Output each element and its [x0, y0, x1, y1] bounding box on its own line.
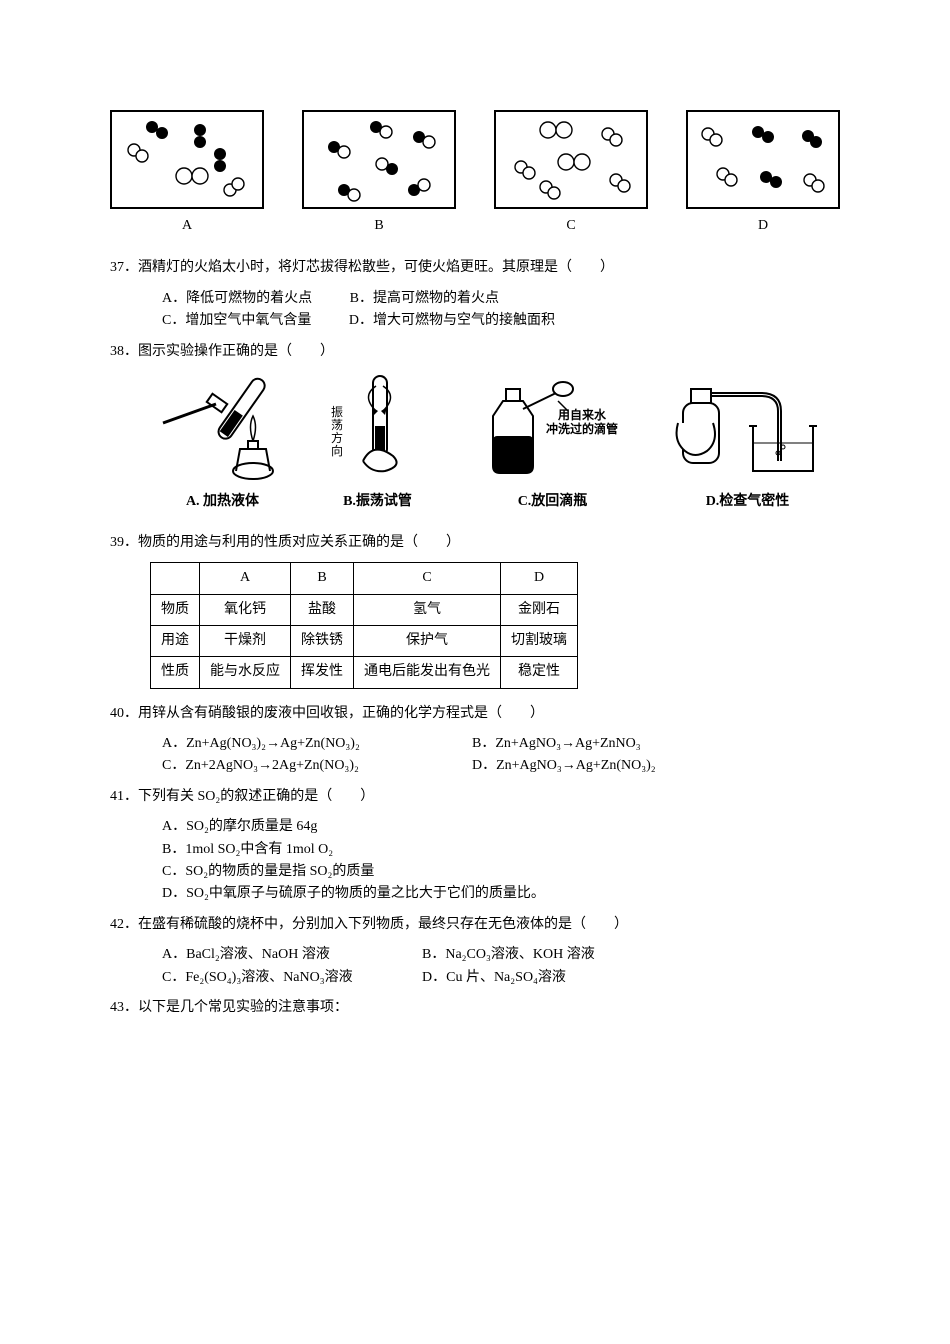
q37-opts-cd: C．增加空气中氧气含量 D．增大可燃物与空气的接触面积 — [162, 310, 840, 332]
q38-label-a: A. 加热液体 — [158, 491, 288, 513]
diagram-label-a: A — [110, 215, 264, 237]
q40-row1: A．Zn+Ag(NO₃)₂→Ag+Zn(NO₃)₂ B．Zn+AgNO₃→Ag+… — [162, 733, 840, 755]
molecule-diagram-row — [110, 110, 840, 209]
diagram-label-b: B — [302, 215, 456, 237]
q42-d: D．Cu 片、Na₂SO₄溶液 — [422, 967, 732, 989]
q42-row2: C．Fe₂(SO₄)₃溶液、NaNO₃溶液 D．Cu 片、Na₂SO₄溶液 — [162, 967, 840, 989]
q40-a: A．Zn+Ag(NO₃)₂→Ag+Zn(NO₃)₂ — [162, 733, 472, 755]
q37-b: B．提高可燃物的着火点 — [350, 291, 499, 306]
q37-opts-ab: A．降低可燃物的着火点 B．提高可燃物的着火点 — [162, 288, 840, 310]
exp-b: 振 荡 方 向 — [323, 371, 433, 489]
q38-label-c: C.放回滴瓶 — [468, 491, 638, 513]
q40-row2: C．Zn+2AgNO₃→2Ag+Zn(NO₃)₂ D．Zn+AgNO₃→Ag+Z… — [162, 755, 840, 777]
q40-b: B．Zn+AgNO₃→Ag+ZnNO₃ — [472, 733, 782, 755]
q37-c: C．增加空气中氧气含量 — [162, 313, 311, 328]
q39-stem: 39．物质的用途与利用的性质对应关系正确的是（ ） — [110, 532, 840, 554]
page-content: A B C D 37．酒精灯的火焰太小时，将灯芯拔得松散些，可使火焰更旺。其原理… — [0, 0, 950, 1067]
q41-d: D．SO₂中氧原子与硫原子的物质的量之比大于它们的质量比。 — [162, 883, 840, 905]
svg-text:用自来水: 用自来水 — [557, 407, 607, 422]
q42-row1: A．BaCl₂溶液、NaOH 溶液 B．Na₂CO₃溶液、KOH 溶液 — [162, 944, 840, 966]
q40-stem: 40．用锌从含有硝酸银的废液中回收银，正确的化学方程式是（ ） — [110, 703, 840, 725]
q40-c: C．Zn+2AgNO₃→2Ag+Zn(NO₃)₂ — [162, 755, 472, 777]
svg-text:向: 向 — [331, 443, 343, 458]
exp-c: 用自来水 冲洗过的滴管 — [468, 371, 638, 489]
q37-stem: 37．酒精灯的火焰太小时，将灯芯拔得松散些，可使火焰更旺。其原理是（ ） — [110, 257, 840, 279]
q42-c: C．Fe₂(SO₄)₃溶液、NaNO₃溶液 — [162, 967, 422, 989]
q39-h3: C — [354, 563, 501, 594]
q38-labels: A. 加热液体 B.振荡试管 C.放回滴瓶 D.检查气密性 — [140, 491, 840, 513]
q42-a: A．BaCl₂溶液、NaOH 溶液 — [162, 944, 422, 966]
exp-a — [158, 371, 288, 489]
q37-d: D．增大可燃物与空气的接触面积 — [349, 313, 555, 328]
svg-text:方: 方 — [331, 430, 343, 445]
exp-d — [673, 371, 823, 489]
q41-c: C．SO₂的物质的量是指 SO₂的质量 — [162, 861, 840, 883]
q41-stem: 41．下列有关 SO₂的叙述正确的是（ ） — [110, 786, 840, 808]
q39-h1: A — [200, 563, 291, 594]
diagram-c — [494, 110, 648, 209]
q38-exp-row: 振 荡 方 向 用自来水 冲洗过的滴管 — [140, 371, 840, 489]
q37-a: A．降低可燃物的着火点 — [162, 291, 312, 306]
diagram-a — [110, 110, 264, 209]
q41-b: B．1mol SO₂中含有 1mol O₂ — [162, 839, 840, 861]
q42-stem: 42．在盛有稀硫酸的烧杯中，分别加入下列物质，最终只存在无色液体的是（ ） — [110, 914, 840, 936]
q38-stem: 38．图示实验操作正确的是（ ） — [110, 341, 840, 363]
q38-label-d: D.检查气密性 — [673, 491, 823, 513]
q39-h4: D — [501, 563, 578, 594]
q40-d: D．Zn+AgNO₃→Ag+Zn(NO₃)₂ — [472, 755, 782, 777]
diagram-d — [686, 110, 840, 209]
q39-h0 — [151, 563, 200, 594]
svg-text:荡: 荡 — [331, 418, 343, 432]
shake-label: 振 — [331, 405, 343, 419]
q41-a: A．SO₂的摩尔质量是 64g — [162, 816, 840, 838]
q38-label-b: B.振荡试管 — [323, 491, 433, 513]
q39-h2: B — [291, 563, 354, 594]
q42-b: B．Na₂CO₃溶液、KOH 溶液 — [422, 944, 732, 966]
diagram-label-row: A B C D — [110, 215, 840, 237]
diagram-label-d: D — [686, 215, 840, 237]
diagram-b — [302, 110, 456, 209]
diagram-label-c: C — [494, 215, 648, 237]
svg-text:冲洗过的滴管: 冲洗过的滴管 — [546, 421, 618, 436]
q39-table: A B C D 物质 氧化钙 盐酸 氢气 金刚石 用途 干燥剂 除铁锈 保护气 … — [150, 562, 578, 689]
q43-stem: 43．以下是几个常见实验的注意事项： — [110, 997, 840, 1019]
